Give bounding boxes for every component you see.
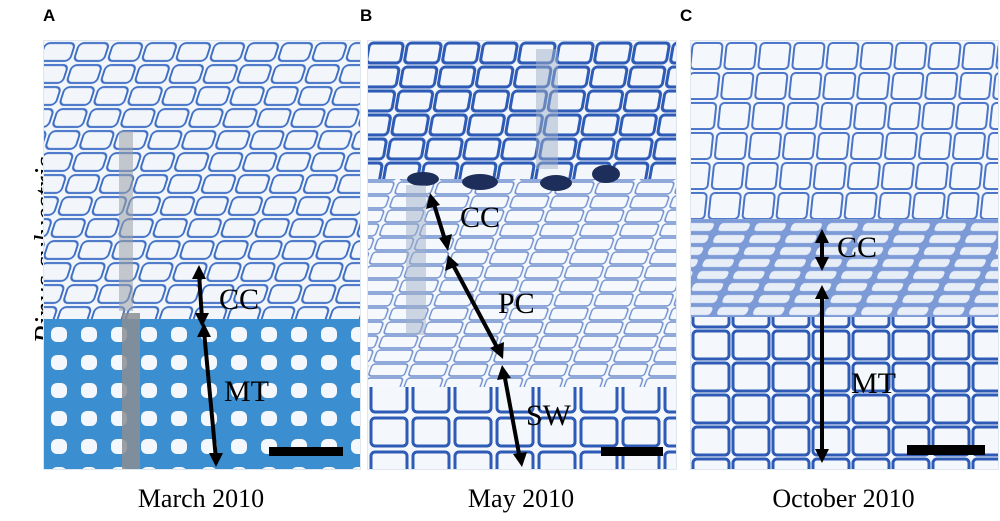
zone-label-a-mt: MT — [224, 375, 269, 408]
zone-arrows-b — [426, 193, 527, 467]
zone-label-b-pc: PC — [498, 287, 535, 320]
caption-c: October 2010 — [772, 484, 915, 513]
micrograph-panel-c: CC MT — [690, 40, 999, 470]
panel-letter-c: C — [680, 6, 693, 25]
zone-label-b-cc: CC — [460, 201, 500, 234]
panel-letter-a: A — [43, 6, 56, 25]
zone-label-b-sw: SW — [526, 399, 572, 432]
zone-label-c-cc: CC — [837, 231, 877, 264]
scale-bar-a — [269, 447, 343, 456]
scale-bar-c — [907, 445, 985, 455]
scale-bar-b — [601, 447, 663, 456]
zone-label-c-mt: MT — [851, 367, 896, 400]
panel-letter-b: B — [360, 6, 373, 25]
zone-arrows-a — [192, 265, 223, 467]
micrograph-panel-b: CC PC SW — [367, 40, 677, 470]
zone-arrows-c — [815, 229, 829, 463]
caption-a: March 2010 — [137, 484, 265, 513]
zone-label-a-cc: CC — [219, 283, 259, 316]
micrograph-panel-a: CC MT — [43, 40, 361, 470]
caption-b: May 2010 — [467, 484, 575, 513]
